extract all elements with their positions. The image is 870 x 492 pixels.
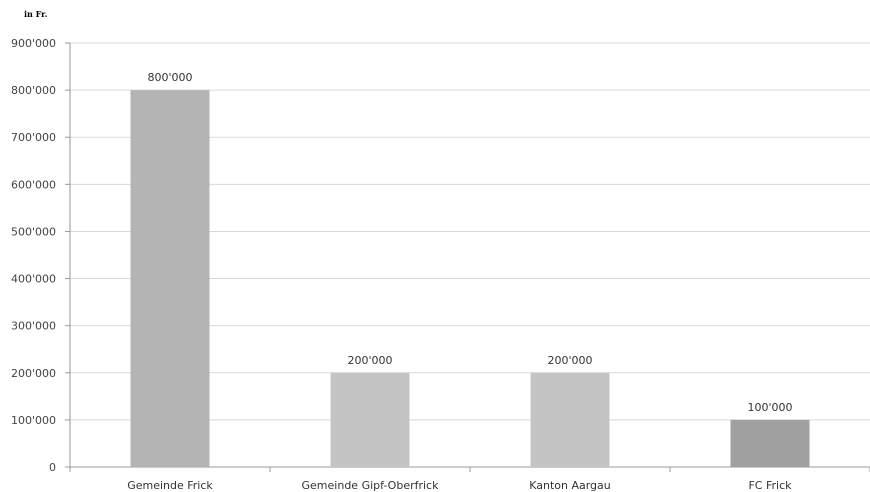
bar [330,372,410,467]
y-tick-label: 900'000 [11,37,56,50]
x-category-label: FC Frick [748,479,792,492]
x-category-label: Gemeinde Frick [127,479,213,492]
y-tick-label: 500'000 [11,225,56,238]
y-tick-label: 100'000 [11,414,56,427]
unit-label: in Fr. [24,9,48,19]
y-tick-label: 300'000 [11,320,56,333]
data-label: 800'000 [147,71,192,84]
data-label: 200'000 [347,354,392,367]
data-label: 200'000 [547,354,592,367]
y-tick-label: 700'000 [11,131,56,144]
x-category-label: Gemeinde Gipf-Oberfrick [302,479,440,492]
y-tick-label: 400'000 [11,273,56,286]
y-tick-label: 800'000 [11,84,56,97]
data-label: 100'000 [747,401,792,414]
x-category-label: Kanton Aargau [529,479,611,492]
bar [730,419,810,467]
y-tick-label: 600'000 [11,178,56,191]
y-tick-label: 200'000 [11,367,56,380]
y-tick-label: 0 [49,461,56,474]
bar [530,372,610,467]
bar [130,90,210,467]
